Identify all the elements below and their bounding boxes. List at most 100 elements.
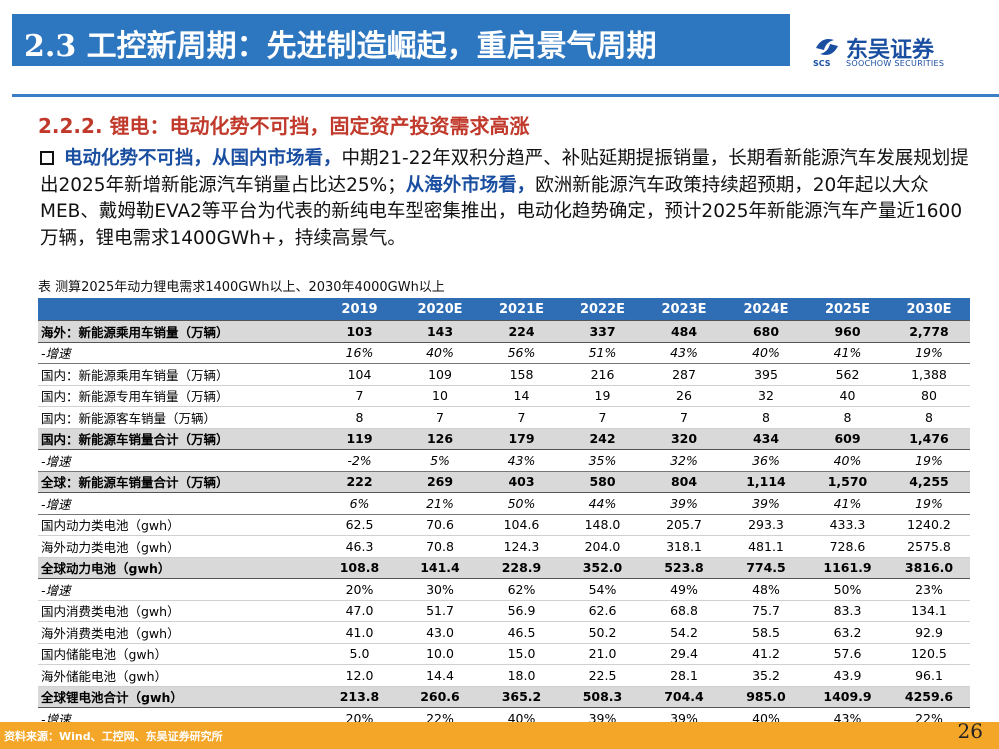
table-cell: 41% bbox=[807, 492, 888, 515]
table-cell: 804 bbox=[643, 470, 725, 493]
row-label: 国内：新能源乘用车销量（万辆） bbox=[38, 363, 320, 386]
table-cell: 50% bbox=[481, 492, 562, 515]
table-row: -增速 6% 21% 50% 44% 39% 39% 41% 19% bbox=[38, 492, 970, 515]
table-cell: 680 bbox=[725, 320, 807, 343]
table-cell: 293.3 bbox=[725, 514, 807, 536]
table-cell: 124.3 bbox=[481, 535, 562, 558]
table-row: 国内动力类电池（gwh） 62.5 70.6 104.6 148.0 205.7 293.3… bbox=[38, 514, 970, 536]
paragraph-highlight2: 从海外市场看， bbox=[405, 174, 536, 196]
table-header-year: 2021E bbox=[481, 298, 562, 321]
table-cell: 54% bbox=[562, 578, 643, 601]
table-cell: 109 bbox=[399, 363, 481, 386]
table-cell: 62.5 bbox=[320, 514, 399, 536]
table-cell: 56.9 bbox=[481, 600, 562, 622]
table-cell: 580 bbox=[562, 470, 643, 493]
table-cell: 179 bbox=[481, 427, 562, 450]
table-cell: 44% bbox=[562, 492, 643, 515]
table-cell: 80 bbox=[888, 385, 970, 407]
logo-mark-icon: SCS bbox=[813, 39, 838, 68]
table-cell: 134.1 bbox=[888, 600, 970, 622]
table-cell: 70.6 bbox=[399, 514, 481, 536]
table-cell: 103 bbox=[320, 320, 399, 343]
table-cell: 2575.8 bbox=[888, 535, 970, 558]
table-cell: 8 bbox=[807, 406, 888, 429]
table-row: 国内消费类电池（gwh） 47.0 51.7 56.9 62.6 68.8 75.7 83.3… bbox=[38, 600, 970, 622]
table-cell: 5% bbox=[399, 449, 481, 472]
table-cell: 40% bbox=[399, 342, 481, 364]
table-cell: 7 bbox=[399, 406, 481, 429]
table-cell: 7 bbox=[562, 406, 643, 429]
table-row: 国内：新能源专用车销量（万辆） 7 10 14 19 26 32 40 80 bbox=[38, 385, 970, 407]
page-title: 2.3 工控新周期：先进制造崛起，重启景气周期 bbox=[24, 29, 657, 64]
table-cell: 18.0 bbox=[481, 664, 562, 687]
table-cell: 7 bbox=[320, 385, 399, 407]
row-label: 国内：新能源客车销量（万辆） bbox=[38, 406, 320, 429]
row-label: -增速 bbox=[38, 449, 320, 472]
table-cell: 40% bbox=[807, 449, 888, 472]
table-header-year: 2025E bbox=[807, 298, 888, 321]
table-cell: 46.5 bbox=[481, 621, 562, 644]
table-cell: 32% bbox=[643, 449, 725, 472]
table-cell: 143 bbox=[399, 320, 481, 343]
table-cell: 68.8 bbox=[643, 600, 725, 622]
row-label: 全球：新能源车销量合计（万辆） bbox=[38, 470, 320, 493]
table-cell: 985.0 bbox=[725, 685, 807, 708]
table-row: 全球锂电池合计（gwh） 213.8 260.6 365.2 508.3 704.4 985… bbox=[38, 685, 970, 708]
table-cell: 119 bbox=[320, 427, 399, 450]
table-cell: 21.0 bbox=[562, 643, 643, 665]
table-cell: 213.8 bbox=[320, 685, 399, 708]
table-cell: 16% bbox=[320, 342, 399, 364]
table-header-year: 2019 bbox=[320, 298, 399, 321]
table-cell: 43.0 bbox=[399, 621, 481, 644]
table-row: 海外：新能源乘用车销量（万辆） 103 143 224 337 484 680 960 2,77… bbox=[38, 320, 970, 343]
table-cell: 62% bbox=[481, 578, 562, 601]
table-row: 海外储能电池（gwh） 12.0 14.4 18.0 22.5 28.1 35.2 43.9 9… bbox=[38, 664, 970, 687]
table-cell: 40% bbox=[725, 342, 807, 364]
company-logo: SCS 东吴证券 SOOCHOW SECURITIES bbox=[812, 34, 992, 74]
table-cell: 7 bbox=[643, 406, 725, 429]
table-cell: 320 bbox=[643, 427, 725, 450]
table-cell: 63.2 bbox=[807, 621, 888, 644]
table-cell: 260.6 bbox=[399, 685, 481, 708]
table-cell: 4,255 bbox=[888, 470, 970, 493]
table-cell: 35% bbox=[562, 449, 643, 472]
table-cell: 47.0 bbox=[320, 600, 399, 622]
row-label: 国内动力类电池（gwh） bbox=[38, 514, 320, 536]
table-cell: 403 bbox=[481, 470, 562, 493]
paragraph-part1: 中期21-22年双积分趋严、补贴延期提振销量，长期看新能源汽车发展规划提出202… bbox=[40, 148, 969, 196]
table-cell: 1,114 bbox=[725, 470, 807, 493]
table-cell: 224 bbox=[481, 320, 562, 343]
row-label: 海外动力类电池（gwh） bbox=[38, 535, 320, 558]
table-cell: 40 bbox=[807, 385, 888, 407]
logo-cn-text: 东吴证券 bbox=[846, 38, 935, 63]
table-cell: 10 bbox=[399, 385, 481, 407]
table-cell: 30% bbox=[399, 578, 481, 601]
table-cell: 19 bbox=[562, 385, 643, 407]
page-number: 26 bbox=[957, 719, 983, 743]
table-header-year: 2023E bbox=[643, 298, 725, 321]
table-cell: 43% bbox=[481, 449, 562, 472]
table-cell: 22.5 bbox=[562, 664, 643, 687]
table-cell: 205.7 bbox=[643, 514, 725, 536]
table-header-year: 2022E bbox=[562, 298, 643, 321]
table-cell: 434 bbox=[725, 427, 807, 450]
logo-en-text: SOOCHOW SECURITIES bbox=[846, 59, 945, 68]
table-cell: 14.4 bbox=[399, 664, 481, 687]
section-subheading: 2.2.2. 锂电：电动化势不可挡，固定资产投资需求高涨 bbox=[38, 114, 530, 138]
table-cell: 774.5 bbox=[725, 556, 807, 579]
table-header-year: 2030E bbox=[888, 298, 970, 321]
table-cell: 704.4 bbox=[643, 685, 725, 708]
table-cell: 242 bbox=[562, 427, 643, 450]
table-cell: 523.8 bbox=[643, 556, 725, 579]
table-cell: 41% bbox=[807, 342, 888, 364]
table-cell: 29.4 bbox=[643, 643, 725, 665]
table-cell: 50% bbox=[807, 578, 888, 601]
table-cell: 104 bbox=[320, 363, 399, 386]
row-label: 国内储能电池（gwh） bbox=[38, 643, 320, 665]
table-cell: -2% bbox=[320, 449, 399, 472]
table-cell: 104.6 bbox=[481, 514, 562, 536]
table-cell: 1409.9 bbox=[807, 685, 888, 708]
table-cell: 4259.6 bbox=[888, 685, 970, 708]
row-label: 全球锂电池合计（gwh） bbox=[38, 685, 320, 708]
table-cell: 50.2 bbox=[562, 621, 643, 644]
